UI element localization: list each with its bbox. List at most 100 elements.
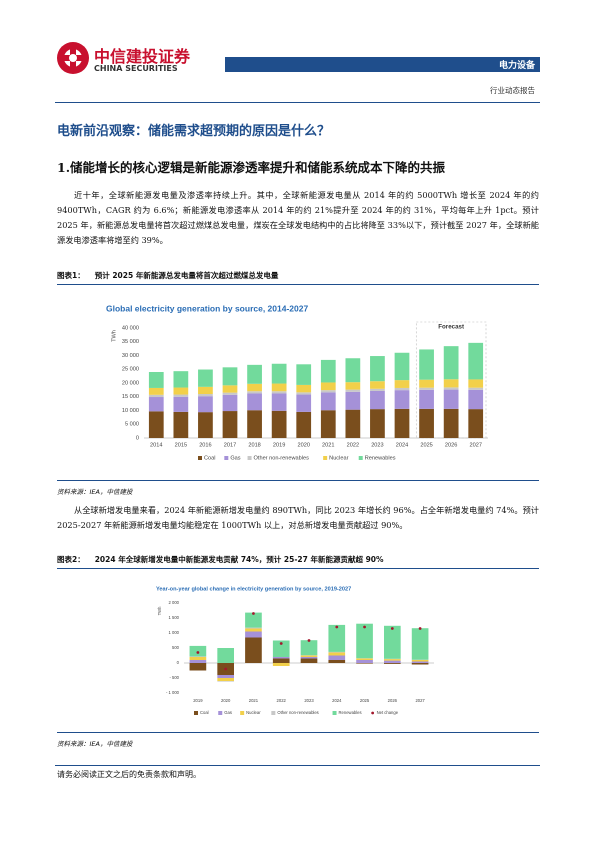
bar-segment xyxy=(271,393,287,411)
y-tick-label: 5 000 xyxy=(125,422,139,428)
y-tick-label: 0 xyxy=(136,435,139,441)
y-tick-label: 1 000 xyxy=(169,630,180,635)
bar-segment xyxy=(148,372,164,388)
bar-segment xyxy=(173,411,189,438)
bar-segment xyxy=(189,657,207,660)
y-axis-label: TWh xyxy=(157,606,162,616)
y-tick-label: - 500 xyxy=(169,675,179,680)
legend-swatch xyxy=(371,711,375,715)
net-change-marker xyxy=(363,625,366,629)
figure-source: 资料来源：IEA，中信建投 xyxy=(57,480,539,496)
chart: Global electricity generation by source,… xyxy=(106,303,488,461)
legend-label: Renewables xyxy=(339,710,362,715)
section-heading: 1.储能增长的核心逻辑是新能源渗透率提升和储能系统成本下降的共振 xyxy=(57,160,446,175)
bar-segment xyxy=(217,648,234,663)
legend-swatch xyxy=(358,456,363,460)
net-change-marker xyxy=(279,642,283,645)
legend-label: Nuclear xyxy=(246,710,261,715)
bar-segment xyxy=(217,678,234,681)
bar-segment xyxy=(148,411,164,438)
report-type: 行业动态报告 xyxy=(490,86,535,95)
bar-segment xyxy=(328,655,346,660)
net-change-marker xyxy=(196,651,200,654)
bar-segment xyxy=(296,384,312,393)
logo-emblem xyxy=(57,42,89,74)
bar-segment xyxy=(468,409,484,438)
y-tick-label: 2 000 xyxy=(169,600,180,605)
x-tick-label: 2023 xyxy=(371,442,383,448)
figure-label: 图表2： xyxy=(57,555,85,564)
bar-segment xyxy=(384,660,401,663)
bar-segment xyxy=(272,657,290,659)
x-tick-label: 2027 xyxy=(415,698,425,703)
bar-segment xyxy=(411,628,429,660)
bar-segment xyxy=(370,381,385,389)
bar-segment xyxy=(320,359,336,383)
legend-label: Coal xyxy=(204,455,216,461)
bar-segment xyxy=(272,663,290,666)
x-tick-label: 2019 xyxy=(273,442,285,448)
bar-segment xyxy=(370,388,385,391)
figure-caption: 图表2： 2024 年全球新增发电量中新能源发电贡献 74%，预计 25-27 年… xyxy=(57,554,539,569)
paragraph: 近十年，全球新能源发电量及渗透率持续上升。其中，全球新能源发电量从 2014 年… xyxy=(57,190,539,245)
x-tick-label: 2025 xyxy=(420,442,432,448)
bar-segment xyxy=(173,396,189,412)
bar-segment xyxy=(370,356,385,382)
bar-segment xyxy=(356,660,373,663)
y-tick-label: 20 000 xyxy=(122,380,139,386)
bar-segment xyxy=(320,410,336,438)
legend-swatch xyxy=(198,456,202,460)
legend-label: Gas xyxy=(224,710,232,715)
bar-segment xyxy=(443,408,459,438)
net-change-marker xyxy=(418,627,422,630)
footer-note: 请务必阅读正文之后的免责条款和声明。 xyxy=(57,770,201,779)
legend-label: Nuclear xyxy=(329,455,348,461)
bar-segment xyxy=(356,658,373,660)
bar-segment xyxy=(468,379,484,388)
bar-segment xyxy=(384,663,401,664)
bar-segment xyxy=(468,389,484,410)
bar-segment xyxy=(148,397,164,412)
legend-swatch xyxy=(332,711,337,715)
bar-segment xyxy=(198,412,213,438)
x-tick-label: 2015 xyxy=(175,442,187,448)
bar-segment xyxy=(217,681,234,682)
bar-segment xyxy=(345,391,361,410)
chart-title: Year-on-year global change in electricit… xyxy=(156,586,351,592)
legend-swatch xyxy=(224,456,229,460)
bar-segment xyxy=(222,385,238,393)
brand-en: CHINA SECURITIES xyxy=(94,64,178,73)
legend-swatch xyxy=(271,711,276,715)
bar-segment xyxy=(443,387,459,390)
y-tick-label: 1 500 xyxy=(169,615,180,620)
bar-segment xyxy=(300,655,318,657)
bar-segment xyxy=(189,656,207,657)
figure-source: 资料来源：IEA，中信建投 xyxy=(57,732,539,748)
x-tick-label: 2018 xyxy=(248,442,260,448)
bar-segment xyxy=(300,658,318,663)
x-tick-label: 2026 xyxy=(445,442,457,448)
bar-segment xyxy=(320,390,336,393)
legend-swatch xyxy=(247,456,252,460)
bar-segment xyxy=(296,394,312,412)
footer-rule xyxy=(55,765,540,766)
bar-segment xyxy=(394,387,410,391)
x-tick-label: 2027 xyxy=(469,442,481,448)
y-tick-label: 15 000 xyxy=(122,394,139,400)
bar-segment xyxy=(411,661,429,663)
bar-segment xyxy=(328,651,346,653)
bar-segment xyxy=(173,371,189,388)
x-tick-label: 2024 xyxy=(396,442,408,448)
y-tick-label: 10 000 xyxy=(122,408,139,414)
bar-segment xyxy=(443,379,459,388)
net-change-marker xyxy=(390,627,394,630)
bar-segment xyxy=(271,383,287,392)
bar-segment xyxy=(443,389,459,409)
bar-segment xyxy=(247,391,262,394)
bar-segment xyxy=(222,411,238,438)
legend-label: Net change xyxy=(377,710,399,715)
header-rule xyxy=(55,102,540,103)
bar-segment xyxy=(222,394,238,412)
bar-segment xyxy=(222,367,238,386)
x-tick-label: 2023 xyxy=(304,698,314,703)
